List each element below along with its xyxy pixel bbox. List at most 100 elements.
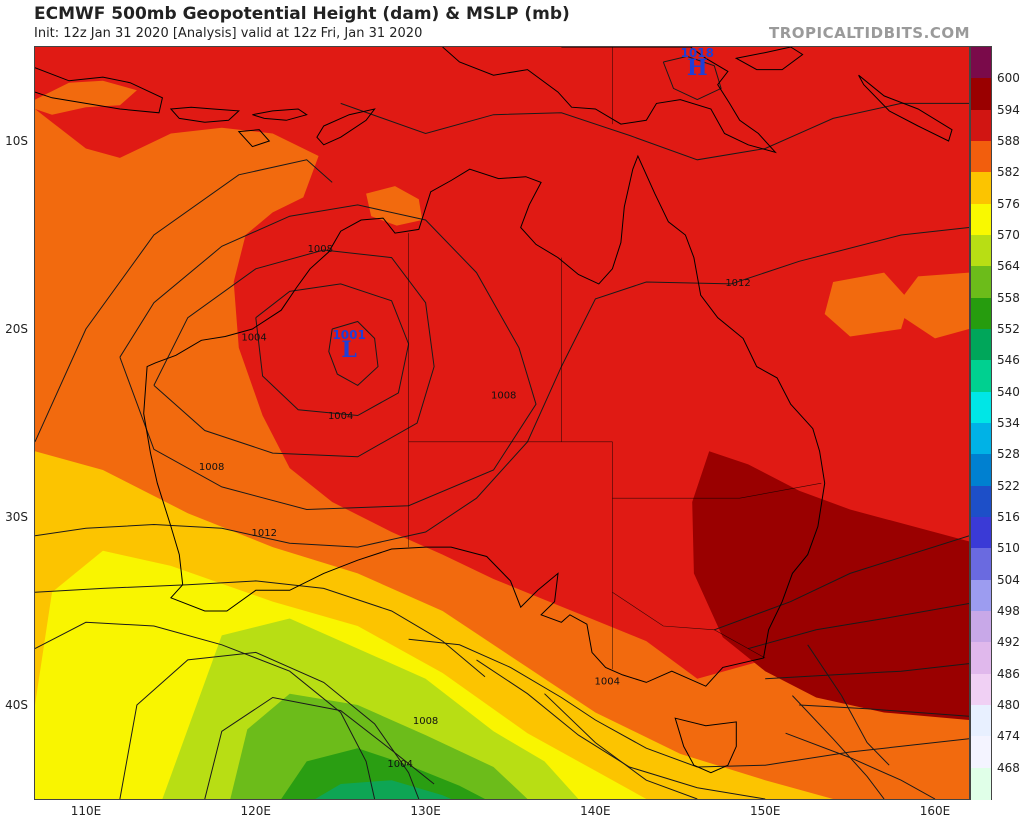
latitude-tick-label: 20S — [5, 322, 28, 336]
color-scale-swatch — [971, 673, 991, 706]
coastline-new-britain — [734, 47, 804, 71]
color-scale-label: 546 — [997, 353, 1020, 368]
band-582-coral-sea — [824, 272, 910, 337]
color-scale-swatch — [971, 172, 991, 205]
isobar-line-7 — [35, 580, 486, 678]
isobar-value-label: 1012 — [252, 528, 277, 539]
pressure-label-layer: 1008 1004 1004 1008 1008 1012 1012 1004 1008 1004… — [199, 47, 751, 770]
color-scale-label: 498 — [997, 604, 1020, 618]
coastline-layer — [35, 47, 953, 774]
color-scale-label: 570 — [997, 228, 1020, 242]
color-scale-label: 474 — [997, 729, 1020, 744]
color-scale-swatch — [971, 642, 991, 675]
high-pressure-center-symbol: H — [687, 55, 708, 81]
color-scale-swatch — [971, 548, 991, 581]
map-panel: 1008 1004 1004 1008 1008 1012 1012 1004 1008 1004… — [34, 46, 970, 800]
color-scale-swatch — [971, 736, 991, 769]
isobar-line-8 — [35, 621, 376, 799]
color-scale-swatch — [971, 611, 991, 643]
isobar-line-14 — [714, 535, 969, 631]
latitude-tick-label: 10S — [5, 134, 28, 148]
isobar-line-21 — [340, 102, 969, 161]
isobar-line-18 — [785, 732, 936, 799]
color-scale-label: 558 — [997, 290, 1020, 305]
map-canvas: 1008 1004 1004 1008 1008 1012 1012 1004 1008 1004… — [35, 47, 969, 799]
color-scale-label: 486 — [997, 666, 1020, 681]
color-scale-label: 552 — [997, 322, 1020, 336]
color-scale-swatch — [971, 109, 991, 142]
color-scale-swatch — [971, 423, 991, 455]
state-border-7 — [612, 591, 766, 659]
color-scale-swatch — [971, 767, 991, 800]
color-scale-swatch — [971, 266, 991, 299]
color-scale-label: 522 — [997, 478, 1020, 493]
color-scale-label: 504 — [997, 572, 1020, 587]
isobar-line-22 — [662, 55, 722, 101]
low-pressure-center-symbol: L — [341, 337, 356, 363]
color-scale-swatch — [971, 517, 991, 549]
color-scale-label: 588 — [997, 134, 1020, 148]
isobar-line-20 — [807, 644, 890, 766]
coastline-timor — [316, 108, 376, 146]
color-scale-label: 534 — [997, 416, 1020, 430]
isobar-value-label: 1008 — [308, 244, 333, 255]
isobar-line-16 — [765, 663, 969, 680]
low-pressure-center-value: 1001 — [332, 328, 365, 342]
band-552 — [281, 748, 485, 799]
coastline-sumba — [237, 129, 271, 148]
color-scale-swatch — [971, 579, 991, 612]
height-fill-layer — [35, 47, 969, 799]
state-border-6 — [612, 482, 822, 499]
color-scale-swatch — [971, 78, 991, 111]
latitude-tick-label: 30S — [5, 510, 28, 524]
color-scale-swatch — [971, 47, 991, 79]
color-scale-label: 528 — [997, 447, 1020, 462]
isobar-line-9 — [119, 651, 420, 799]
isobar-line-1 — [328, 320, 379, 387]
longitude-tick-label: 110E — [70, 804, 102, 818]
color-scale-swatch — [971, 454, 991, 487]
color-scale-label: 594 — [997, 102, 1020, 117]
longitude-tick-label: 140E — [580, 804, 611, 818]
color-scale-label: 540 — [997, 384, 1020, 399]
color-scale-label: 576 — [997, 196, 1020, 211]
color-scale-swatch — [971, 360, 991, 393]
band-582-north-pocket — [35, 80, 137, 115]
chart-subtitle: Init: 12z Jan 31 2020 [Analysis] valid a… — [34, 26, 423, 41]
color-scale-label: 480 — [997, 698, 1020, 712]
brand-watermark: TROPICALTIDBITS.COM — [769, 24, 970, 42]
color-scale-swatch — [971, 391, 991, 424]
longitude-tick-label: 120E — [240, 804, 272, 818]
color-scale-label: 492 — [997, 635, 1020, 650]
color-scale-swatch — [971, 141, 991, 173]
isobar-value-label: 1008 — [491, 391, 516, 402]
isobar-value-label: 1012 — [725, 278, 750, 289]
isobar-line-2 — [255, 283, 410, 417]
coastline-new-guinea — [442, 47, 777, 154]
color-scale-label: 468 — [997, 760, 1020, 775]
color-scale-label: 582 — [997, 165, 1020, 180]
color-scale-swatch — [971, 485, 991, 518]
isobar-line-3 — [153, 249, 435, 458]
isobar-line-13 — [544, 693, 698, 799]
isobar-line-19 — [792, 695, 885, 799]
isobar-value-label: 1004 — [328, 411, 353, 422]
isobar-value-label: 1004 — [387, 759, 412, 770]
isobar-line-11 — [408, 638, 969, 768]
color-scale-swatch — [971, 705, 991, 737]
isobar-value-label: 1004 — [595, 676, 620, 687]
band-594 — [692, 451, 969, 720]
isobar-layer — [35, 55, 969, 799]
isobar-line-17 — [799, 704, 969, 717]
isobar-value-label: 1008 — [199, 462, 224, 473]
isobar-line-15 — [748, 603, 969, 650]
color-scale-label: 516 — [997, 510, 1020, 524]
high-pressure-center-value: 1018 — [681, 47, 714, 60]
coastline-lesser-sunda — [169, 106, 240, 123]
chart-title: ECMWF 500mb Geopotential Height (dam) & … — [34, 4, 570, 24]
isobar-line-10 — [204, 696, 435, 799]
isobar-value-label: 1008 — [413, 716, 438, 727]
longitude-tick-label: 160E — [919, 804, 951, 818]
color-scale-swatch — [971, 329, 991, 361]
color-scale-swatch — [971, 203, 991, 236]
